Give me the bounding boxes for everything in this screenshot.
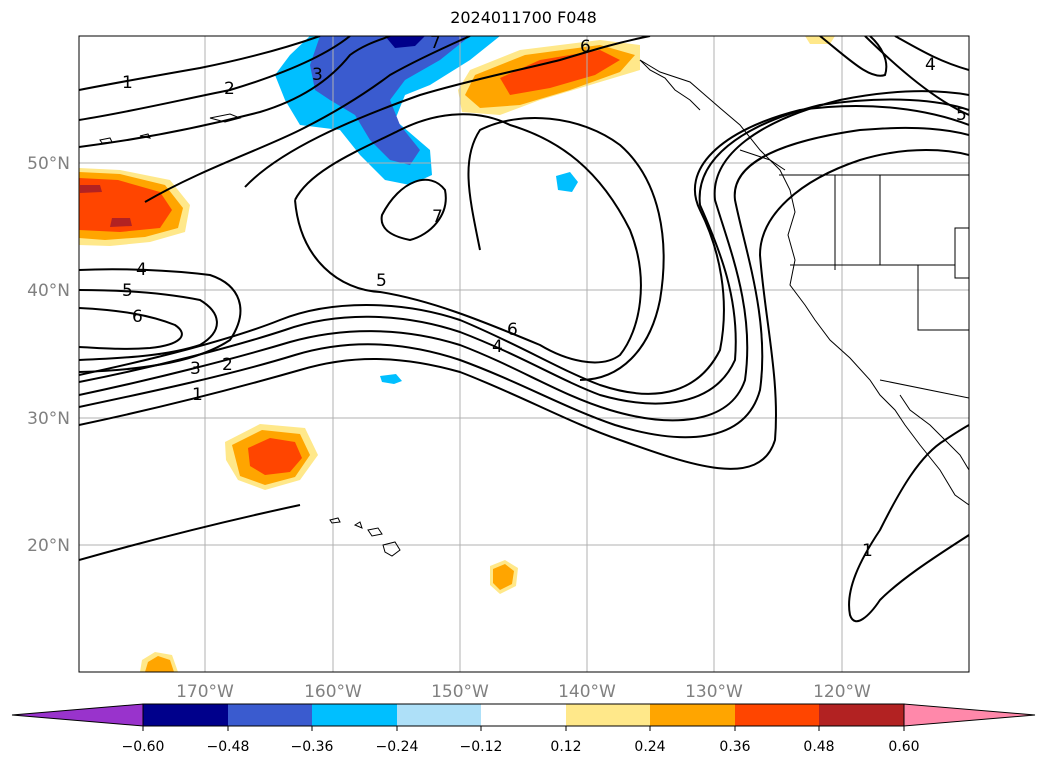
colorbar-tick-label: 0.12 bbox=[550, 739, 581, 755]
contour-label: 5 bbox=[956, 105, 967, 125]
colorbar-tick-label: 0.24 bbox=[634, 739, 665, 755]
colorbar: −0.60 −0.48 −0.36 −0.24 −0.12 0.12 0.24 … bbox=[11, 703, 1036, 755]
colorbar-tick-label: −0.36 bbox=[291, 739, 334, 755]
lat-label: 40°N bbox=[27, 281, 70, 301]
contour-label: 7 bbox=[432, 207, 443, 227]
lon-label: 160°W bbox=[304, 682, 362, 702]
colorbar-tick-label: −0.60 bbox=[122, 739, 165, 755]
colorbar-segment bbox=[566, 704, 650, 726]
contour-label: 4 bbox=[136, 260, 147, 280]
lat-label: 20°N bbox=[27, 536, 70, 556]
lon-label: 120°W bbox=[813, 682, 871, 702]
contour-label: 7 bbox=[430, 33, 441, 53]
contour-label: 3 bbox=[312, 65, 323, 85]
coastline-layer bbox=[99, 59, 969, 557]
contour-label: 6 bbox=[507, 320, 518, 340]
colorbar-tick-label: −0.12 bbox=[460, 739, 503, 755]
contour-label: 5 bbox=[376, 271, 387, 291]
contour-label: 6 bbox=[132, 307, 143, 327]
colorbar-segment bbox=[650, 704, 735, 726]
contour-label-layer: 1 2 3 6 7 4 5 4 5 6 3 2 1 5 6 4 7 1 bbox=[122, 33, 967, 561]
map-frame bbox=[78, 35, 970, 673]
lon-label: 170°W bbox=[176, 682, 234, 702]
colorbar-tick-label: 0.48 bbox=[803, 739, 834, 755]
colorbar-segment bbox=[819, 704, 904, 726]
contour-layer bbox=[79, 36, 969, 623]
contour-label: 6 bbox=[580, 37, 591, 57]
colorbar-tick-label: 0.36 bbox=[719, 739, 750, 755]
contour-label: 2 bbox=[222, 355, 233, 375]
contour-label: 2 bbox=[224, 79, 235, 99]
graticule bbox=[79, 36, 969, 672]
contour-label: 3 bbox=[190, 359, 201, 379]
contour-label: 1 bbox=[122, 73, 133, 93]
colorbar-tick-label: −0.24 bbox=[376, 739, 419, 755]
colorbar-segment bbox=[312, 704, 397, 726]
colorbar-segment bbox=[735, 704, 819, 726]
map-area bbox=[79, 36, 969, 672]
lon-label: 140°W bbox=[558, 682, 616, 702]
colorbar-segment bbox=[143, 704, 228, 726]
colorbar-extend-left bbox=[11, 703, 144, 727]
colorbar-extend-right bbox=[903, 703, 1036, 727]
colorbar-segment bbox=[481, 704, 566, 726]
lat-label-group: 50°N 40°N 30°N 20°N bbox=[27, 154, 70, 556]
lon-label: 150°W bbox=[431, 682, 489, 702]
contour-label: 5 bbox=[122, 281, 133, 301]
colorbar-segment bbox=[397, 704, 481, 726]
colorbar-tick-label: −0.48 bbox=[207, 739, 250, 755]
colorbar-ticks bbox=[142, 726, 905, 731]
colorbar-segment bbox=[228, 704, 312, 726]
colorbar-frame bbox=[142, 703, 905, 727]
lon-label: 130°W bbox=[685, 682, 743, 702]
colorbar-tick-label: 0.60 bbox=[888, 739, 919, 755]
lat-label: 30°N bbox=[27, 409, 70, 429]
map-title: 2024011700 F048 bbox=[450, 8, 597, 27]
contour-label: 1 bbox=[192, 385, 203, 405]
contour-label: 4 bbox=[925, 55, 936, 75]
contour-label: 1 bbox=[862, 541, 873, 561]
lon-label-group: 170°W 160°W 150°W 140°W 130°W 120°W bbox=[176, 682, 871, 702]
contour-label: 4 bbox=[492, 337, 503, 357]
lat-label: 50°N bbox=[27, 154, 70, 174]
